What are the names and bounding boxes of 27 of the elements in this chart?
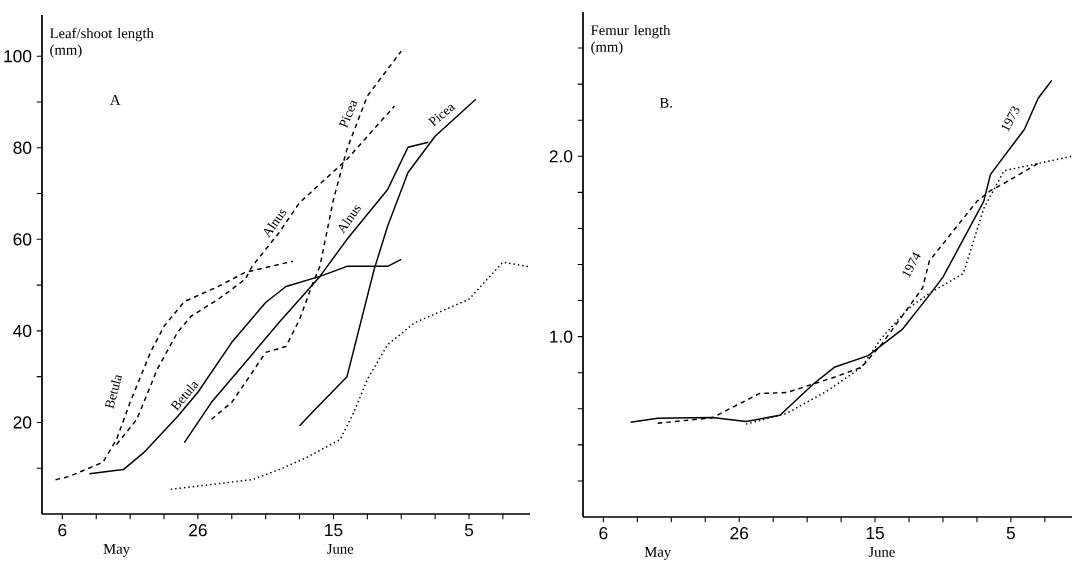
y-axis-title: Femur length (mm)	[591, 24, 671, 55]
y-tick-label: 2.0	[549, 150, 573, 163]
y-tick-label: 80	[13, 141, 32, 154]
text: A	[110, 94, 121, 105]
x-tick-label: 26	[189, 524, 207, 537]
text: 1973	[1001, 106, 1020, 132]
y-tick-label: 60	[13, 233, 32, 246]
text: June	[327, 544, 354, 554]
y-tick-label: 100	[4, 50, 32, 63]
y-axis-title: Leaf/shoot length (mm)	[50, 27, 154, 58]
text: May	[644, 547, 672, 560]
x-tick-label: 5	[1006, 527, 1015, 540]
text: 1974	[902, 252, 921, 278]
text: Betula	[104, 375, 123, 409]
x-tick-label: 15	[325, 524, 343, 537]
text: B.	[659, 97, 672, 108]
y-tick-label: 40	[13, 324, 32, 338]
text: May	[103, 544, 130, 557]
x-tick-label: 15	[866, 527, 884, 540]
x-tick-label: 6	[599, 527, 608, 540]
y-tick-label: 20	[13, 416, 32, 429]
x-tick-label: 5	[464, 524, 474, 537]
text: June	[868, 547, 895, 557]
x-tick-label: 26	[730, 527, 749, 540]
text: Picea	[338, 100, 358, 129]
y-tick-label: 1.0	[550, 330, 573, 343]
x-tick-label: 6	[58, 524, 67, 537]
